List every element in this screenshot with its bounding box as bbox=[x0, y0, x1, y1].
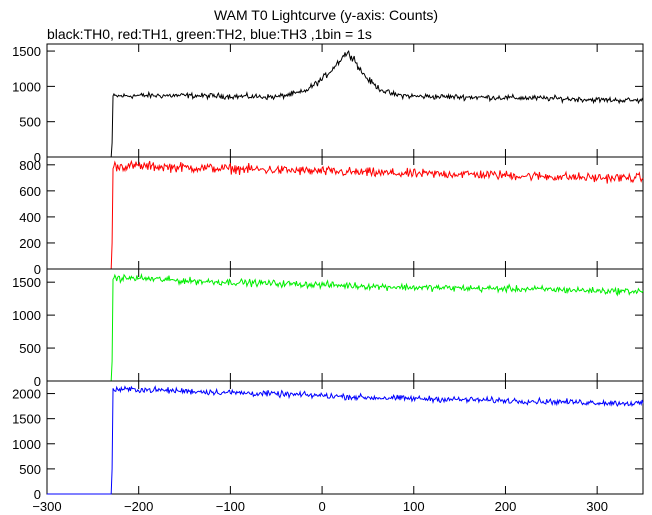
panel-frame-th0 bbox=[46, 43, 644, 158]
x-tick-label: 0 bbox=[318, 499, 325, 514]
y-tick-label: 400 bbox=[19, 210, 41, 225]
series-line-th2 bbox=[47, 272, 644, 382]
y-tick-label: 1500 bbox=[12, 44, 41, 59]
y-tick-label: 800 bbox=[19, 158, 41, 173]
panel-frame-th2 bbox=[46, 268, 644, 382]
y-tick-label: 1000 bbox=[12, 437, 41, 452]
x-tick-label: −300 bbox=[32, 499, 61, 514]
y-tick-label: 0 bbox=[34, 487, 41, 502]
panel-frame-th3 bbox=[46, 380, 644, 495]
x-tick-label: 100 bbox=[403, 499, 425, 514]
x-tick-label: 300 bbox=[586, 499, 608, 514]
y-tick-label: 1500 bbox=[12, 275, 41, 290]
x-tick-label: −200 bbox=[124, 499, 153, 514]
y-tick-label: 0 bbox=[34, 374, 41, 389]
panel-frame-th1 bbox=[46, 156, 644, 270]
chart-subtitle: black:TH0, red:TH1, green:TH2, blue:TH3 … bbox=[47, 26, 372, 42]
y-tick-label: 600 bbox=[19, 184, 41, 199]
series-line-th1 bbox=[47, 159, 644, 270]
chart-title: WAM T0 Lightcurve (y-axis: Counts) bbox=[213, 7, 439, 23]
y-tick-label: 500 bbox=[19, 341, 41, 356]
y-tick-label: 1000 bbox=[12, 79, 41, 94]
y-tick-label: 500 bbox=[19, 462, 41, 477]
series-line-th0 bbox=[47, 49, 644, 158]
x-tick-label: −100 bbox=[216, 499, 245, 514]
y-tick-label: 0 bbox=[34, 150, 41, 165]
series-line-th3 bbox=[47, 385, 644, 495]
y-tick-label: 1500 bbox=[12, 412, 41, 427]
y-tick-label: 200 bbox=[19, 236, 41, 251]
y-tick-label: 1000 bbox=[12, 308, 41, 323]
y-tick-label: 500 bbox=[19, 115, 41, 130]
y-tick-label: 0 bbox=[34, 262, 41, 277]
x-tick-label: 200 bbox=[495, 499, 517, 514]
y-tick-label: 2000 bbox=[12, 387, 41, 402]
